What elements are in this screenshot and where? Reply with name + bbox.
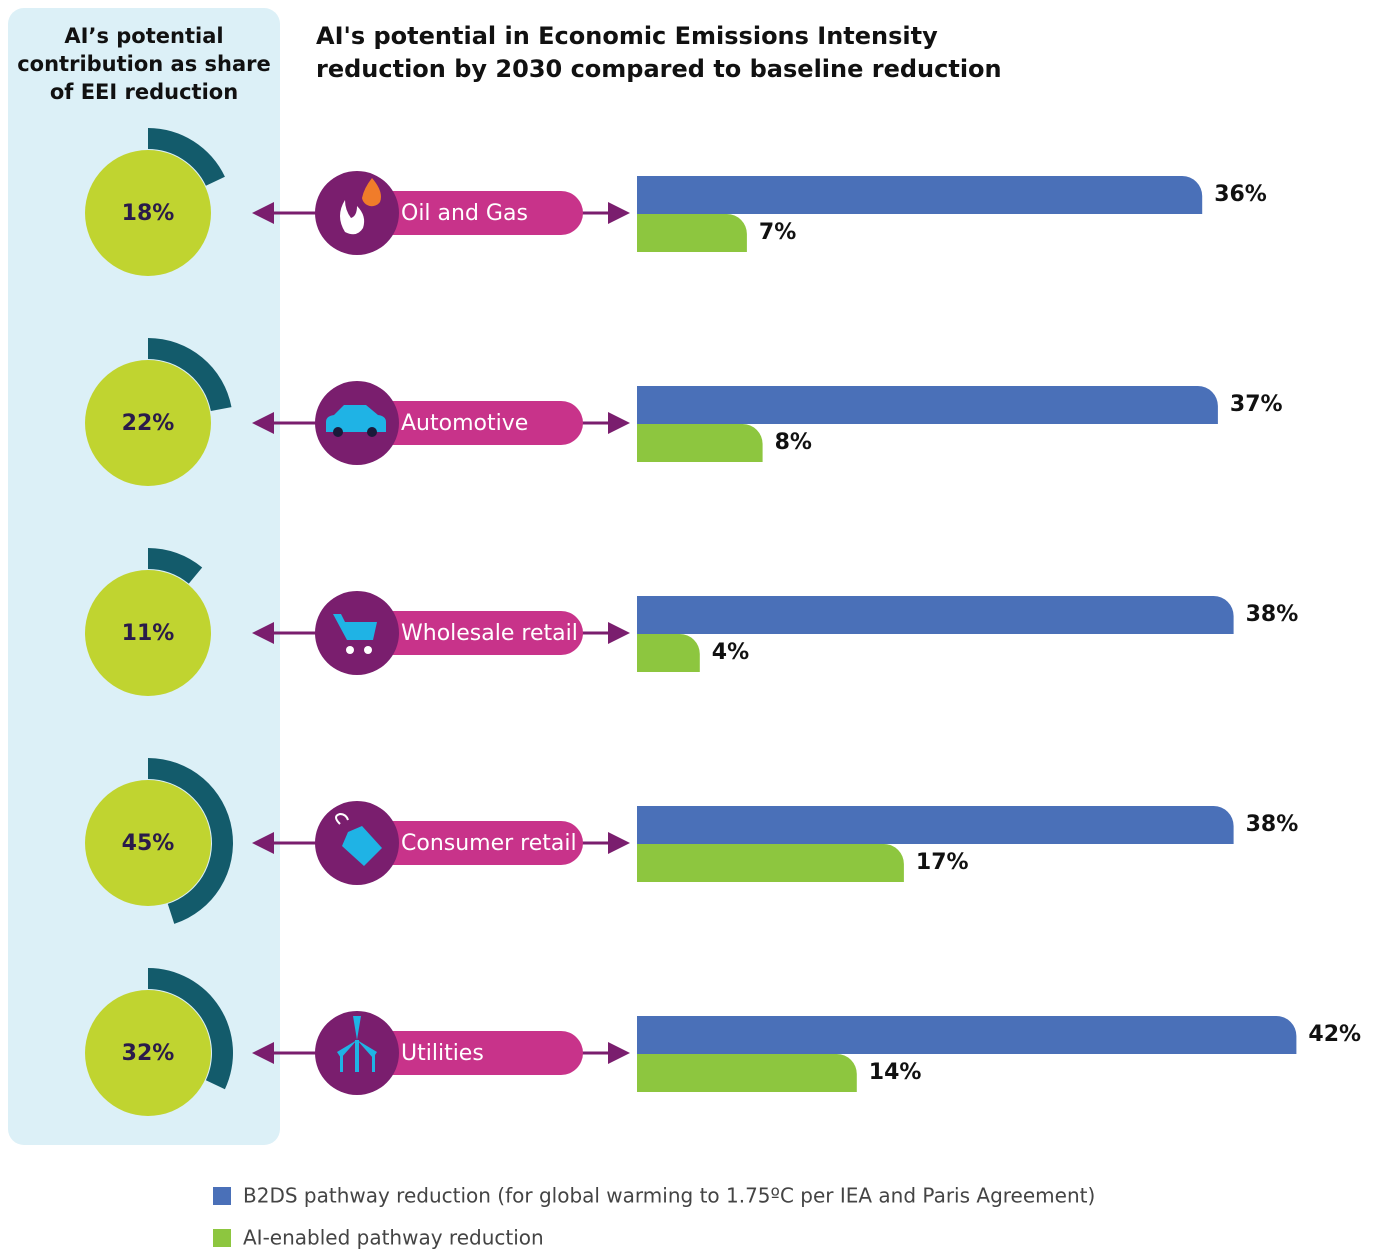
icons [326, 178, 386, 1072]
share-circle [85, 780, 211, 906]
bar [637, 214, 747, 252]
bar [637, 176, 1203, 214]
drop-icon [362, 178, 381, 207]
bar-value-label: 36% [1214, 182, 1267, 207]
wheel [367, 427, 377, 437]
bar-value-label: 38% [1246, 602, 1299, 627]
bar [637, 596, 1234, 634]
category-label: Automotive [401, 411, 528, 436]
share-label: 22% [122, 411, 175, 436]
bar [637, 1054, 857, 1092]
wheel [333, 427, 343, 437]
bar-value-label: 7% [759, 220, 796, 245]
legend-swatch [213, 1229, 231, 1247]
arrow-head [252, 202, 274, 224]
turbine-icon [337, 1016, 377, 1072]
wheel [364, 646, 372, 654]
bar-value-label: 8% [775, 430, 812, 455]
category-pill [340, 191, 583, 235]
bar-value-label: 14% [869, 1060, 922, 1085]
wheel [346, 646, 354, 654]
arrow-head [608, 1042, 630, 1064]
arrow-head [608, 202, 630, 224]
bar [637, 634, 700, 672]
share-circle [85, 990, 211, 1116]
share-arc [148, 128, 225, 186]
bar [637, 844, 904, 882]
category-label: Oil and Gas [401, 201, 528, 226]
category-pill [340, 1031, 583, 1075]
bar [637, 386, 1218, 424]
legend-label: B2DS pathway reduction (for global warmi… [243, 1184, 1095, 1208]
arrow-head [252, 832, 274, 854]
share-circle [85, 150, 211, 276]
legend-label: AI-enabled pathway reduction [243, 1226, 544, 1249]
tag-string [335, 812, 349, 825]
share-title: AI’s potential contribution as share of … [17, 24, 271, 104]
share-circle [85, 570, 211, 696]
chart-title: AI's potential in Economic Emissions Int… [316, 22, 1002, 83]
category-label: Consumer retail [401, 831, 577, 856]
bar [637, 424, 763, 462]
share-label: 18% [122, 201, 175, 226]
bar-value-label: 4% [712, 640, 749, 665]
share-label: 32% [122, 1041, 175, 1066]
share-arc [148, 338, 232, 412]
car-icon [326, 405, 386, 432]
share-arc [148, 758, 233, 924]
category-pill [340, 821, 583, 865]
arrow-head [608, 832, 630, 854]
cart-icon [333, 614, 377, 640]
category-pill [340, 401, 583, 445]
bar-value-label: 42% [1308, 1022, 1361, 1047]
bar-value-label: 38% [1246, 812, 1299, 837]
bar-value-label: 17% [916, 850, 969, 875]
share-circle [85, 360, 211, 486]
bar [637, 1016, 1297, 1054]
bar-value-label: 37% [1230, 392, 1283, 417]
legend-swatch [213, 1187, 231, 1205]
share-arc [148, 548, 203, 584]
bar [637, 806, 1234, 844]
share-arc [148, 968, 234, 1090]
share-label: 45% [122, 831, 175, 856]
share-label: 11% [122, 621, 175, 646]
arrow-head [252, 622, 274, 644]
flame-icon [340, 200, 365, 235]
arrow-head [252, 412, 274, 434]
category-pill [340, 611, 583, 655]
arrow-head [252, 1042, 274, 1064]
category-label: Utilities [401, 1041, 484, 1066]
tag-icon [342, 826, 382, 866]
category-label: Wholesale retail [401, 621, 578, 646]
arrow-head [608, 622, 630, 644]
arrow-head [608, 412, 630, 434]
